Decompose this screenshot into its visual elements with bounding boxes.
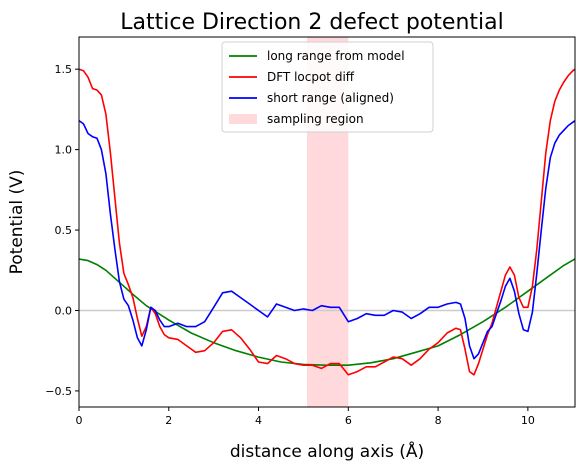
legend-label: long range from model: [267, 49, 405, 63]
y-tick-label: −0.5: [45, 385, 72, 398]
y-tick-label: 0.0: [55, 304, 73, 317]
y-tick-label: 1.5: [55, 63, 73, 76]
axes: 0 2 4 6 8 10 −0.5 0.0 0.5 1.0 1.5: [45, 36, 576, 427]
legend-label: sampling region: [267, 112, 364, 126]
x-tick-label: 4: [255, 414, 262, 427]
dft-locpot-series-line: [79, 68, 575, 376]
x-tick-label: 6: [345, 414, 352, 427]
x-tick-label: 10: [521, 414, 535, 427]
chart-title: Lattice Direction 2 defect potential: [120, 10, 503, 35]
legend-label: short range (aligned): [267, 91, 394, 105]
x-tick-label: 0: [76, 414, 83, 427]
legend-box: [221, 41, 434, 133]
x-tick-label: 8: [435, 414, 442, 427]
short-range-series-line: [79, 119, 575, 360]
legend-label: DFT locpot diff: [267, 70, 355, 84]
y-axis-label: Potential (V): [7, 170, 27, 275]
y-tick-label: 0.5: [55, 224, 73, 237]
y-tick-label: 1.0: [55, 144, 73, 157]
legend: long range from model DFT locpot diff shor…: [221, 41, 434, 133]
axes-frame: [78, 36, 576, 408]
x-axis-label: distance along axis (Å): [230, 440, 424, 462]
legend-swatch-sampling-region: [229, 114, 257, 124]
x-tick-label: 2: [165, 414, 172, 427]
